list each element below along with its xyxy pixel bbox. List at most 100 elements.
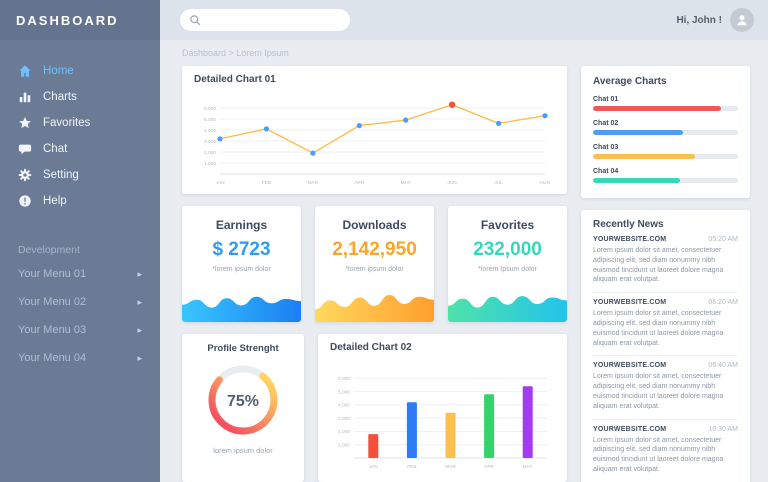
sidebar-item-label: Your Menu 03 xyxy=(18,324,87,336)
svg-text:AUG: AUG xyxy=(540,180,551,186)
sidebar-item-label: Help xyxy=(43,195,67,207)
card-title: Profile Strenght xyxy=(207,343,279,354)
svg-text:FEB: FEB xyxy=(262,180,271,186)
progress-bar xyxy=(593,106,738,111)
svg-text:MAY: MAY xyxy=(523,464,534,470)
search-input[interactable] xyxy=(207,14,341,26)
stat-note: *lorem ipsum dolor xyxy=(345,266,404,273)
downloads-sparkline-chart xyxy=(315,295,434,322)
svg-text:3,000: 3,000 xyxy=(338,416,350,422)
svg-text:6,000: 6,000 xyxy=(204,106,216,112)
svg-text:JAN: JAN xyxy=(369,464,379,470)
main-area: Hi, John ! Dashboard > Lorem Ipsum Detai… xyxy=(160,0,768,482)
user-area: Hi, John ! xyxy=(676,8,754,32)
chevron-right-icon: ▸ xyxy=(137,324,142,335)
svg-text:JUN: JUN xyxy=(447,180,457,186)
news-time: 10:30 AM xyxy=(708,425,738,433)
progress-label: Chat 02 xyxy=(593,120,619,127)
search-box xyxy=(180,9,350,31)
svg-text:JAN: JAN xyxy=(215,180,225,186)
bar-chart-02: 1,000 2,000 3,000 4,000 5,000 6,000 JAN FEB MAR A… xyxy=(338,376,547,470)
detailed-chart-01-card: Detailed Chart 01 1,000 2,000 3,000 4,000 5,… xyxy=(182,66,567,194)
progress-row-chat-02: Chat 02 xyxy=(593,120,738,135)
sidebar-item-label: Favorites xyxy=(43,117,91,129)
sidebar-item-your-menu-01[interactable]: Your Menu 01 ▸ xyxy=(0,260,160,288)
sidebar-section-development: Development xyxy=(18,244,80,256)
svg-text:4,000: 4,000 xyxy=(204,128,216,134)
favorites-sparkline-chart xyxy=(448,296,567,322)
svg-text:6,000: 6,000 xyxy=(338,376,350,382)
search-icon xyxy=(189,14,201,26)
sidebar-item-label: Home xyxy=(43,65,74,77)
svg-text:MAY: MAY xyxy=(401,180,412,186)
news-text: Lorem ipsum dolor sit amet, consectetuer… xyxy=(593,373,724,410)
svg-text:5,000: 5,000 xyxy=(204,117,216,123)
sidebar-nav: Home Charts Favorites Chat xyxy=(0,40,160,214)
progress-label: Chat 01 xyxy=(593,96,619,103)
progress-label: Chat 03 xyxy=(593,144,619,151)
stats-row: Earnings $ 2723 *lorem ipsum dolor Downl… xyxy=(182,206,567,322)
svg-text:MAR: MAR xyxy=(445,464,456,470)
news-source: YOURWEBSITE.COM xyxy=(593,425,667,433)
sidebar-item-your-menu-02[interactable]: Your Menu 02 ▸ xyxy=(0,288,160,316)
chevron-right-icon: ▸ xyxy=(137,352,142,363)
news-text: Lorem ipsum dolor sit amet, consectetuer… xyxy=(593,247,724,284)
news-time: 06:40 AM xyxy=(708,362,738,370)
sidebar-item-favorites[interactable]: Favorites xyxy=(0,110,160,136)
progress-label: Chat 04 xyxy=(593,168,619,175)
sidebar: DASHBOARD Home Charts Favorites Chat xyxy=(0,0,160,482)
bar-chart-icon xyxy=(18,90,32,104)
earnings-card: Earnings $ 2723 *lorem ipsum dolor xyxy=(182,206,301,322)
topbar: Hi, John ! xyxy=(160,0,768,40)
sidebar-item-your-menu-04[interactable]: Your Menu 04 ▸ xyxy=(0,344,160,372)
content: Dashboard > Lorem Ipsum Detailed Chart 0… xyxy=(160,40,768,482)
news-text: Lorem ipsum dolor sit amet, consectetuer… xyxy=(593,436,724,473)
help-icon xyxy=(18,194,32,208)
news-source: YOURWEBSITE.COM xyxy=(593,362,667,370)
sidebar-item-your-menu-03[interactable]: Your Menu 03 ▸ xyxy=(0,316,160,344)
news-item[interactable]: YOURWEBSITE.COM 06:40 AM Lorem ipsum dol… xyxy=(593,356,738,420)
sidebar-item-label: Chat xyxy=(43,143,68,155)
stat-title: Favorites xyxy=(480,218,535,232)
news-item[interactable]: YOURWEBSITE.COM 10:30 AM Lorem ipsum dol… xyxy=(593,420,738,482)
news-item[interactable]: YOURWEBSITE.COM 06:20 AM Lorem ipsum dol… xyxy=(593,293,738,357)
svg-text:APR: APR xyxy=(354,180,364,186)
svg-text:75%: 75% xyxy=(227,393,259,410)
detailed-chart-02-card: Detailed Chart 02 1,000 2,000 3,000 4,000 5,… xyxy=(318,334,567,482)
svg-text:2,000: 2,000 xyxy=(204,150,216,156)
news-text: Lorem ipsum dolor sit amet, consectetuer… xyxy=(593,310,724,347)
favorites-card: Favorites 232,000 *lorem Ipsum dolor xyxy=(448,206,567,322)
profile-caption: lorem ipsum dolor xyxy=(213,446,273,455)
stat-value: $ 2723 xyxy=(212,239,271,260)
stat-note: *lorem Ipsum dolor xyxy=(478,266,537,273)
svg-text:3,000: 3,000 xyxy=(204,139,216,145)
chevron-right-icon: ▸ xyxy=(137,268,142,279)
app-title: DASHBOARD xyxy=(0,0,160,40)
chevron-right-icon: ▸ xyxy=(137,296,142,307)
sidebar-item-chat[interactable]: Chat xyxy=(0,136,160,162)
news-item[interactable]: YOURWEBSITE.COM 05:20 AM Lorem ipsum dol… xyxy=(593,230,738,294)
recently-news-card: Recently News YOURWEBSITE.COM 05:20 AM L… xyxy=(581,210,750,482)
avatar[interactable] xyxy=(730,8,754,32)
card-title: Average Charts xyxy=(593,76,667,87)
stat-value: 2,142,950 xyxy=(332,239,417,260)
sidebar-item-label: Setting xyxy=(43,169,79,181)
earnings-sparkline-chart xyxy=(182,296,301,322)
sidebar-item-help[interactable]: Help xyxy=(0,188,160,214)
sidebar-item-setting[interactable]: Setting xyxy=(0,162,160,188)
news-source: YOURWEBSITE.COM xyxy=(593,299,667,307)
sidebar-item-charts[interactable]: Charts xyxy=(0,84,160,110)
card-title: Detailed Chart 02 xyxy=(330,342,412,353)
donut-chart: 75% xyxy=(208,365,278,435)
profile-strength-card: Profile Strenght 75% lorem ipsum dolor xyxy=(182,334,304,482)
sidebar-item-label: Charts xyxy=(43,91,77,103)
progress-row-chat-04: Chat 04 xyxy=(593,168,738,183)
news-source: YOURWEBSITE.COM xyxy=(593,236,667,243)
svg-text:1,000: 1,000 xyxy=(338,443,350,449)
sidebar-item-home[interactable]: Home xyxy=(0,58,160,84)
progress-row-chat-03: Chat 03 xyxy=(593,144,738,159)
bottom-row: Profile Strenght 75% lorem ipsum dolor D… xyxy=(182,334,567,482)
card-title: Detailed Chart 01 xyxy=(194,74,276,85)
home-icon xyxy=(18,64,32,78)
sidebar-item-label: Your Menu 04 xyxy=(18,352,87,364)
